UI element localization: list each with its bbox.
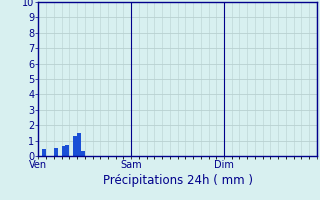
Bar	[77, 133, 81, 156]
Bar	[54, 148, 58, 156]
Bar	[81, 151, 85, 156]
Bar	[61, 146, 66, 156]
Bar	[42, 149, 46, 156]
Bar	[66, 145, 69, 156]
X-axis label: Précipitations 24h ( mm ): Précipitations 24h ( mm )	[103, 174, 252, 187]
Bar	[73, 136, 77, 156]
